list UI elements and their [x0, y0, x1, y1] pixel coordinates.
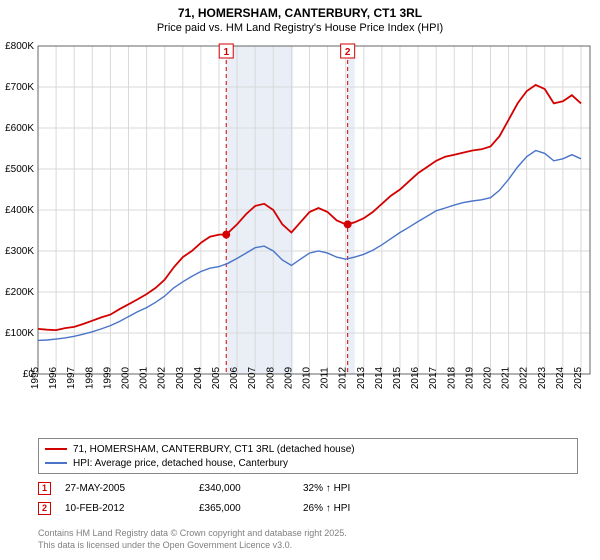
x-tick-label: 2014 — [374, 366, 385, 389]
x-tick-label: 2005 — [211, 366, 222, 389]
x-tick-label: 2018 — [446, 366, 457, 389]
sale-row-price: £365,000 — [199, 503, 289, 514]
x-tick-label: 2010 — [301, 366, 312, 389]
x-tick-label: 2023 — [537, 366, 548, 389]
x-tick-label: 2024 — [555, 366, 566, 389]
x-tick-label: 2003 — [175, 366, 186, 389]
x-tick-label: 2017 — [428, 366, 439, 389]
x-tick-label: 2012 — [338, 366, 349, 389]
credit-text: Contains HM Land Registry data © Crown c… — [38, 528, 347, 551]
x-tick-label: 2006 — [229, 366, 240, 389]
sale-row-delta: 26% ↑ HPI — [303, 503, 413, 514]
sale-row-marker: 1 — [38, 482, 51, 495]
chart-title-main: 71, HOMERSHAM, CANTERBURY, CT1 3RL — [0, 6, 600, 20]
chart-title-sub: Price paid vs. HM Land Registry's House … — [0, 22, 600, 34]
x-tick-label: 2013 — [356, 366, 367, 389]
x-tick-label: 2007 — [247, 366, 258, 389]
sale-marker-point — [222, 231, 230, 239]
legend-label: 71, HOMERSHAM, CANTERBURY, CT1 3RL (deta… — [73, 444, 355, 455]
sale-marker-number: 1 — [223, 47, 229, 58]
y-tick-label: £200K — [5, 287, 34, 298]
sales-table: 1 27-MAY-2005 £340,000 32% ↑ HPI 2 10-FEB-201… — [38, 478, 578, 518]
legend-row: 71, HOMERSHAM, CANTERBURY, CT1 3RL (deta… — [45, 442, 571, 456]
legend-swatch — [45, 448, 67, 450]
x-tick-label: 2004 — [193, 366, 204, 389]
legend-label: HPI: Average price, detached house, Cant… — [73, 458, 288, 469]
x-tick-label: 2002 — [157, 366, 168, 389]
legend-swatch — [45, 462, 67, 464]
y-tick-label: £100K — [5, 328, 34, 339]
sales-row: 1 27-MAY-2005 £340,000 32% ↑ HPI — [38, 478, 578, 498]
chart-area: £0£100K£200K£300K£400K£500K£600K£700K£80… — [0, 36, 600, 431]
x-tick-label: 2019 — [464, 366, 475, 389]
x-tick-label: 1995 — [30, 366, 41, 389]
y-tick-label: £800K — [5, 41, 34, 52]
credit-line-1: Contains HM Land Registry data © Crown c… — [38, 528, 347, 540]
x-tick-label: 2020 — [482, 366, 493, 389]
chart-svg: £0£100K£200K£300K£400K£500K£600K£700K£80… — [0, 36, 600, 431]
x-tick-label: 1999 — [102, 366, 113, 389]
legend-box: 71, HOMERSHAM, CANTERBURY, CT1 3RL (deta… — [38, 438, 578, 474]
legend-row: HPI: Average price, detached house, Cant… — [45, 456, 571, 470]
sale-row-delta: 32% ↑ HPI — [303, 483, 413, 494]
x-tick-label: 2009 — [283, 366, 294, 389]
y-tick-label: £600K — [5, 123, 34, 134]
x-tick-label: 1996 — [48, 366, 59, 389]
x-tick-label: 2021 — [501, 366, 512, 389]
x-tick-label: 1998 — [84, 366, 95, 389]
x-tick-label: 2016 — [410, 366, 421, 389]
x-tick-label: 2015 — [392, 366, 403, 389]
sales-row: 2 10-FEB-2012 £365,000 26% ↑ HPI — [38, 498, 578, 518]
sale-row-date: 10-FEB-2012 — [65, 503, 185, 514]
x-tick-label: 2008 — [265, 366, 276, 389]
sale-marker-point — [344, 220, 352, 228]
x-tick-label: 2001 — [139, 366, 150, 389]
sale-row-marker: 2 — [38, 502, 51, 515]
chart-title-block: 71, HOMERSHAM, CANTERBURY, CT1 3RL Price… — [0, 0, 600, 36]
sale-row-price: £340,000 — [199, 483, 289, 494]
y-tick-label: £700K — [5, 82, 34, 93]
y-tick-label: £300K — [5, 246, 34, 257]
x-tick-label: 1997 — [66, 366, 77, 389]
x-tick-label: 2022 — [519, 366, 530, 389]
x-tick-label: 2025 — [573, 366, 584, 389]
y-tick-label: £500K — [5, 164, 34, 175]
sale-marker-number: 2 — [345, 47, 351, 58]
sale-row-date: 27-MAY-2005 — [65, 483, 185, 494]
credit-line-2: This data is licensed under the Open Gov… — [38, 540, 347, 552]
x-tick-label: 2000 — [120, 366, 131, 389]
x-tick-label: 2011 — [320, 367, 331, 389]
y-tick-label: £400K — [5, 205, 34, 216]
